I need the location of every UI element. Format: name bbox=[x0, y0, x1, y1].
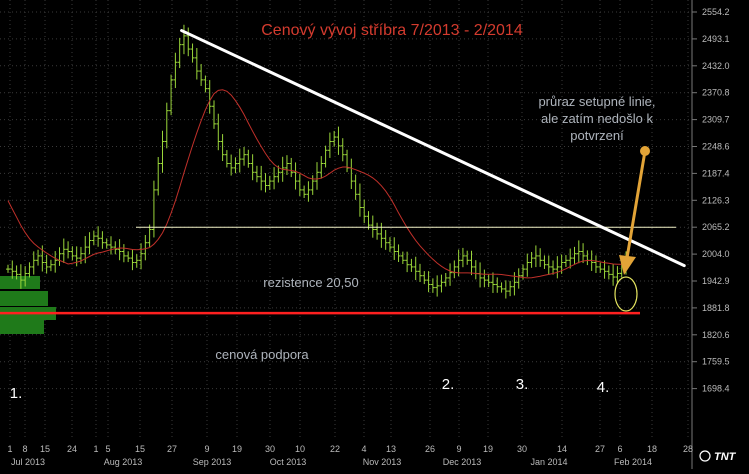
date-tick-label: 19 bbox=[483, 444, 493, 454]
volume-box bbox=[0, 276, 40, 289]
date-tick-label: 1 bbox=[93, 444, 98, 454]
price-tick-label: 1820.6 bbox=[702, 330, 730, 340]
date-tick-label: 15 bbox=[40, 444, 50, 454]
month-label: Nov 2013 bbox=[363, 457, 402, 467]
price-tick-label: 2554.2 bbox=[702, 7, 730, 17]
date-tick-label: 24 bbox=[67, 444, 77, 454]
volume-box bbox=[0, 320, 44, 334]
price-axis: 2554.2 2493.1 2432.0 2370.8 2309.7 2248.6 2187… bbox=[691, 0, 730, 469]
breakout-highlight-circle bbox=[614, 276, 638, 312]
date-tick-label: 8 bbox=[22, 444, 27, 454]
month-label: Sep 2013 bbox=[193, 457, 232, 467]
price-tick-label: 2370.8 bbox=[702, 88, 730, 98]
month-label: Jan 2014 bbox=[530, 457, 567, 467]
price-tick-label: 1759.5 bbox=[702, 357, 730, 367]
price-tick-label: 2126.3 bbox=[702, 195, 730, 205]
support-label: cenová podpora bbox=[215, 347, 309, 362]
price-grid bbox=[0, 0, 692, 440]
breakout-arrow-shaft bbox=[625, 149, 647, 260]
date-tick-label: 4 bbox=[361, 444, 366, 454]
breakout-note-line-3: potvrzení bbox=[570, 128, 624, 143]
price-tick-label: 2065.2 bbox=[702, 222, 730, 232]
chart-title: Cenový vývoj stříbra 7/2013 - 2/2014 bbox=[261, 22, 523, 39]
date-tick-label: 10 bbox=[295, 444, 305, 454]
price-tick-label: 2493.1 bbox=[702, 34, 730, 44]
price-tick-label: 1881.8 bbox=[702, 303, 730, 313]
resistance-label: rezistence 20,50 bbox=[263, 275, 358, 290]
date-tick-label: 18 bbox=[647, 444, 657, 454]
low-label-2: 2. bbox=[442, 376, 455, 393]
date-tick-label: 15 bbox=[135, 444, 145, 454]
price-tick-label: 1942.9 bbox=[702, 276, 730, 286]
month-label: Aug 2013 bbox=[104, 457, 143, 467]
date-tick-label: 9 bbox=[456, 444, 461, 454]
price-tick-label: 2248.6 bbox=[702, 142, 730, 152]
price-tick-label: 2004.0 bbox=[702, 249, 730, 259]
arrow-start-dot bbox=[640, 146, 650, 156]
date-tick-label: 9 bbox=[204, 444, 209, 454]
month-label: Dec 2013 bbox=[443, 457, 482, 467]
date-tick-label: 27 bbox=[595, 444, 605, 454]
month-label: Feb 2014 bbox=[614, 457, 652, 467]
date-tick-label: 14 bbox=[557, 444, 567, 454]
date-tick-label: 26 bbox=[425, 444, 435, 454]
arrow-head-icon bbox=[619, 255, 636, 275]
date-tick-label: 30 bbox=[517, 444, 527, 454]
price-tick-label: 2432.0 bbox=[702, 61, 730, 71]
month-label: Jul 2013 bbox=[11, 457, 45, 467]
date-tick-label: 27 bbox=[167, 444, 177, 454]
price-tick-label: 2187.4 bbox=[702, 168, 730, 178]
logo-text: TNT bbox=[714, 451, 737, 463]
low-label-4: 4. bbox=[597, 379, 610, 396]
month-label: Oct 2013 bbox=[270, 457, 307, 467]
low-label-3: 3. bbox=[516, 376, 529, 393]
date-tick-label: 1 bbox=[7, 444, 12, 454]
breakout-note-line-2: ale zatím nedošlo k bbox=[541, 111, 654, 126]
date-tick-label: 28 bbox=[683, 444, 693, 454]
tnt-logo: TNT bbox=[699, 450, 737, 463]
date-axis: 1 8 15 24 1 5 15 27 9 19 30 10 22 4 13 26 9 19 30 14 27 6 18 28… bbox=[7, 444, 693, 467]
date-tick-label: 19 bbox=[232, 444, 242, 454]
price-tick-label: 2309.7 bbox=[702, 115, 730, 125]
date-tick-label: 30 bbox=[265, 444, 275, 454]
low-label-1: 1. bbox=[10, 385, 23, 402]
downtrend-line bbox=[180, 29, 686, 268]
date-tick-label: 5 bbox=[105, 444, 110, 454]
logo-mark-icon bbox=[699, 450, 711, 462]
price-tick-label: 1698.4 bbox=[702, 384, 730, 394]
volume-box bbox=[0, 291, 48, 306]
date-tick-label: 6 bbox=[617, 444, 622, 454]
breakout-note-line-1: průraz setupné linie, bbox=[538, 94, 655, 109]
volume-profile bbox=[0, 276, 56, 334]
moving-average-line bbox=[7, 89, 627, 279]
date-tick-label: 13 bbox=[386, 444, 396, 454]
date-tick-label: 22 bbox=[330, 444, 340, 454]
